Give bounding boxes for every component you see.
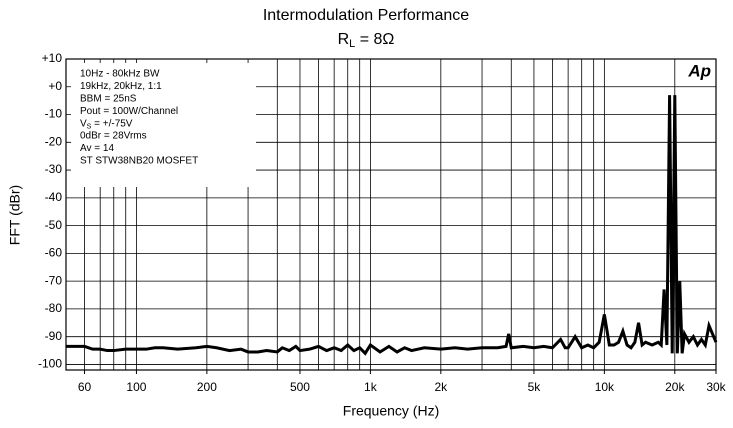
y-axis-label: FFT (dBr) (7, 185, 23, 245)
x-tick-label: 2k (434, 380, 448, 394)
annotation-part: V (80, 118, 87, 129)
x-tick-label: 500 (290, 380, 310, 394)
y-tick-label: -70 (45, 273, 63, 287)
x-tick-label: 5k (528, 380, 542, 394)
x-axis-label: Frequency (Hz) (343, 403, 439, 419)
x-tick-label: 1k (364, 380, 378, 394)
x-tick-label: 10k (595, 380, 615, 394)
data-line (66, 95, 718, 356)
y-tick-label: -90 (45, 329, 63, 343)
annotation-part: = +/-75V (91, 118, 132, 129)
x-tick-label: 100 (126, 380, 146, 394)
y-tick-label: -10 (45, 107, 63, 121)
annotation-line: Pout = 100W/Channel (80, 106, 178, 117)
y-tick-label: -80 (45, 301, 63, 315)
y-tick-label: -30 (45, 162, 63, 176)
subtitle-part: R (338, 31, 350, 48)
logo: Ap (687, 61, 711, 80)
annotation-part: S (87, 123, 92, 130)
annotation-line: ST STW38NB20 MOSFET (80, 155, 198, 166)
chart-subtitle: RL = 8Ω (338, 31, 395, 50)
y-tick-label: -50 (45, 218, 63, 232)
subtitle-part: = 8Ω (355, 31, 394, 48)
y-tick-label: +10 (42, 51, 63, 65)
annotation-line: 19kHz, 20kHz, 1:1 (80, 81, 162, 92)
y-tick-label: -40 (45, 190, 63, 204)
annotation-box (71, 63, 256, 187)
chart-title: Intermodulation Performance (263, 7, 469, 24)
y-tick-label: -20 (45, 134, 63, 148)
x-tick-label: 200 (197, 380, 217, 394)
x-tick-label: 20k (665, 380, 685, 394)
annotation-line: BBM = 25nS (80, 93, 137, 104)
y-tick-label: -100 (38, 357, 62, 371)
y-tick-label: -60 (45, 246, 63, 260)
annotation-line: 0dBr = 28Vrms (80, 131, 147, 142)
subtitle-part: L (349, 38, 355, 50)
annotation-line: VS = +/-75V (80, 118, 133, 130)
x-tick-label: 60 (78, 380, 92, 394)
y-tick-label: +0 (48, 79, 62, 93)
annotation-line: Av = 14 (80, 143, 114, 154)
x-tick-label: 30k (706, 380, 726, 394)
annotation-line: 10Hz - 80kHz BW (80, 69, 160, 80)
plot-frame (65, 58, 717, 371)
